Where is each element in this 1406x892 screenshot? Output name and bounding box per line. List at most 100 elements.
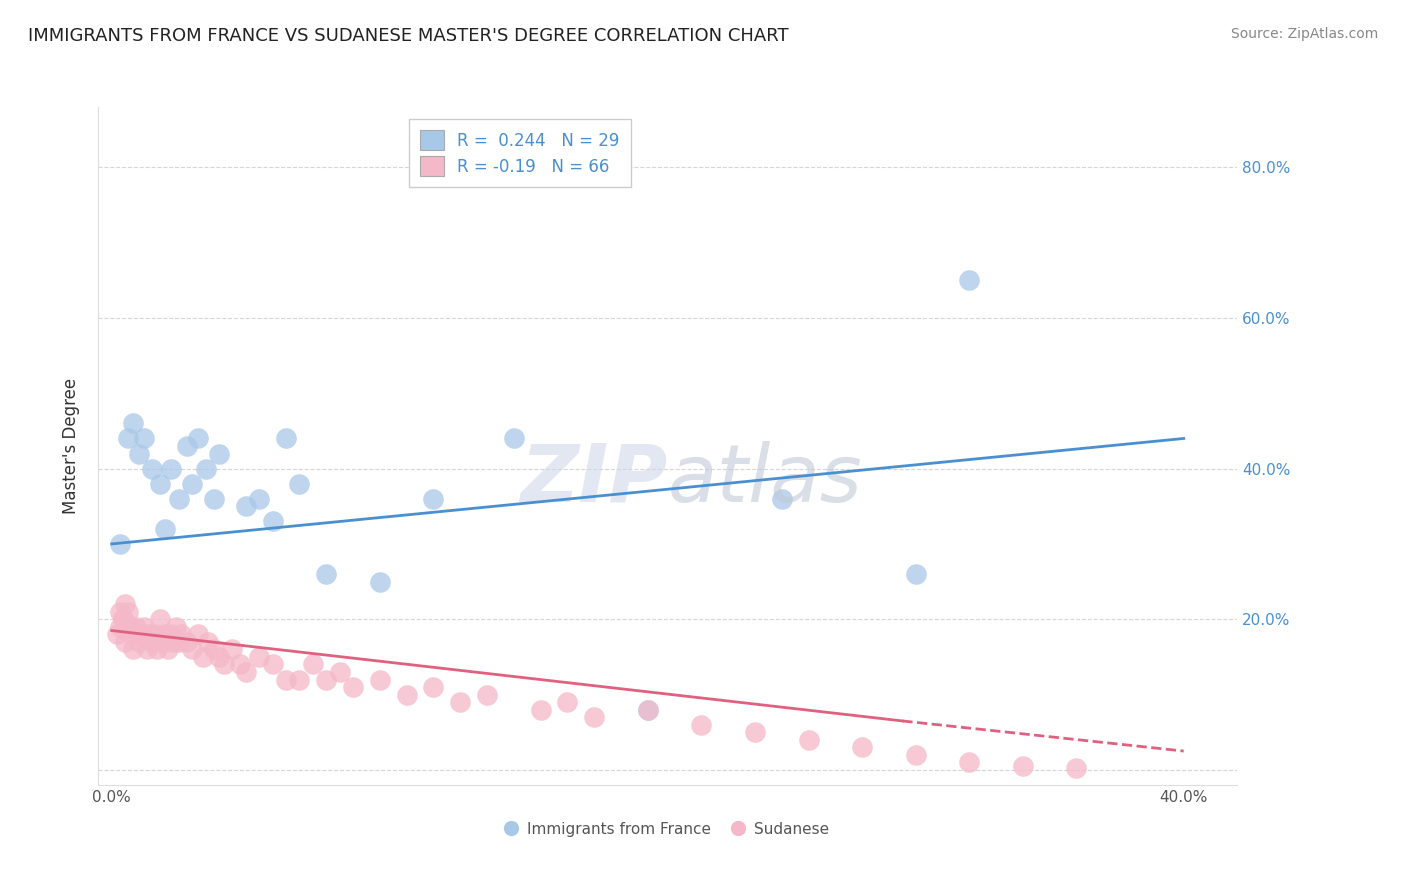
Point [904, 567, 927, 582]
Point [288, 673, 311, 687]
Point [187, 432, 209, 446]
Point [143, 627, 166, 641]
Point [214, 657, 236, 672]
Point [122, 642, 145, 657]
Point [187, 627, 209, 641]
Point [129, 627, 152, 641]
Point [637, 703, 659, 717]
Text: Source: ZipAtlas.com: Source: ZipAtlas.com [1230, 27, 1378, 41]
Point [315, 567, 337, 582]
Point [851, 740, 873, 755]
Point [122, 417, 145, 431]
Point [191, 649, 214, 664]
Point [288, 476, 311, 491]
Point [117, 620, 139, 634]
Point [181, 642, 204, 657]
Point [235, 500, 257, 514]
Point [301, 657, 323, 672]
Point [132, 620, 155, 634]
Point [167, 635, 190, 649]
Point [247, 491, 270, 506]
Point [162, 635, 184, 649]
Point [221, 642, 243, 657]
Text: IMMIGRANTS FROM FRANCE VS SUDANESE MASTER'S DEGREE CORRELATION CHART: IMMIGRANTS FROM FRANCE VS SUDANESE MASTE… [28, 27, 789, 45]
Point [904, 747, 927, 762]
Point [202, 491, 225, 506]
Point [329, 665, 352, 679]
Point [120, 620, 142, 634]
Point [132, 432, 155, 446]
Point [108, 537, 131, 551]
Point [422, 491, 444, 506]
Point [262, 514, 284, 528]
Point [274, 432, 297, 446]
Point [157, 642, 180, 657]
Point [208, 649, 231, 664]
Point [141, 635, 163, 649]
Point [502, 432, 524, 446]
Point [149, 612, 172, 626]
Y-axis label: Master's Degree: Master's Degree [62, 378, 80, 514]
Point [422, 680, 444, 694]
Point [108, 620, 131, 634]
Point [583, 710, 606, 724]
Point [152, 635, 174, 649]
Point [128, 635, 150, 649]
Point [197, 635, 219, 649]
Point [159, 461, 181, 475]
Point [155, 522, 177, 536]
Point [744, 725, 766, 739]
Point [128, 446, 150, 460]
Point [797, 732, 820, 747]
Point [202, 642, 225, 657]
Point [1066, 761, 1088, 775]
Point [165, 620, 187, 634]
Text: ZIP: ZIP [520, 441, 668, 519]
Point [135, 642, 157, 657]
Point [229, 657, 252, 672]
Point [155, 627, 177, 641]
Point [176, 439, 198, 453]
Point [138, 627, 160, 641]
Point [770, 491, 793, 506]
Point [475, 688, 498, 702]
Point [1012, 759, 1035, 773]
Point [117, 605, 139, 619]
Point [167, 491, 190, 506]
Point [957, 756, 980, 770]
Point [141, 461, 163, 475]
Point [395, 688, 418, 702]
Point [529, 703, 551, 717]
Point [342, 680, 364, 694]
Point [105, 627, 128, 641]
Point [108, 605, 131, 619]
Point [274, 673, 297, 687]
Point [368, 574, 391, 589]
Point [111, 612, 134, 626]
Point [235, 665, 257, 679]
Point [262, 657, 284, 672]
Point [449, 695, 471, 709]
Point [368, 673, 391, 687]
Text: atlas: atlas [668, 441, 863, 519]
Point [114, 635, 136, 649]
Point [957, 273, 980, 287]
Point [690, 717, 713, 731]
Point [176, 635, 198, 649]
Point [111, 612, 134, 626]
Point [170, 627, 193, 641]
Point [315, 673, 337, 687]
Point [120, 627, 142, 641]
Point [159, 627, 181, 641]
Point [208, 446, 231, 460]
Point [114, 597, 136, 611]
Point [117, 432, 139, 446]
Point [637, 703, 659, 717]
Point [557, 695, 579, 709]
Point [247, 649, 270, 664]
Point [125, 620, 148, 634]
Point [146, 642, 169, 657]
Legend: Immigrants from France, Sudanese: Immigrants from France, Sudanese [499, 814, 837, 845]
Point [149, 476, 172, 491]
Point [194, 461, 217, 475]
